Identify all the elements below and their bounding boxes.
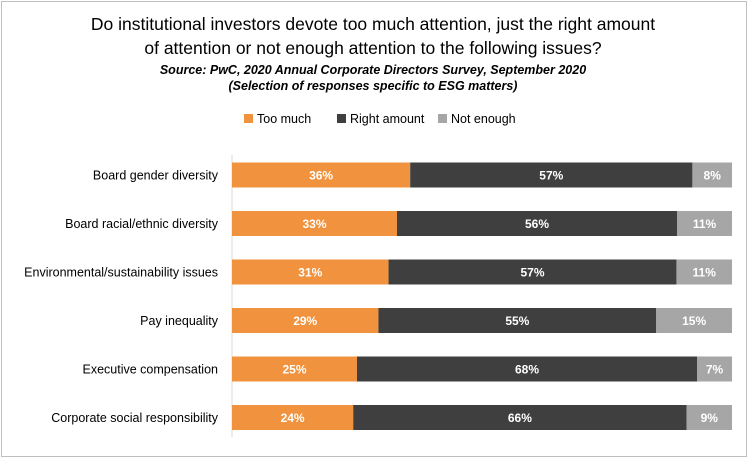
data-label-0-2: 8% xyxy=(704,169,722,183)
data-label-3-0: 29% xyxy=(293,314,317,328)
bar-5-0 xyxy=(232,405,354,430)
data-label-4-1: 68% xyxy=(515,363,539,377)
bar-3-1 xyxy=(378,308,657,333)
bar-5-1 xyxy=(353,405,687,430)
bar-3-2 xyxy=(656,308,732,333)
bar-4-1 xyxy=(357,356,697,382)
legend-swatch-0 xyxy=(244,114,253,123)
category-label-0: Board gender diversity xyxy=(93,169,219,183)
bar-2-1 xyxy=(388,259,677,285)
data-label-1-2: 11% xyxy=(693,217,717,231)
legend-label-2: Not enough xyxy=(451,112,516,126)
chart-subtitle-line-1: Source: PwC, 2020 Annual Corporate Direc… xyxy=(159,63,587,77)
data-label-2-1: 57% xyxy=(520,266,544,280)
bar-0-2 xyxy=(692,162,732,188)
legend-swatch-2 xyxy=(438,114,447,123)
data-label-4-0: 25% xyxy=(282,363,306,377)
category-label-1: Board racial/ethnic diversity xyxy=(65,217,219,231)
data-label-3-2: 15% xyxy=(682,314,706,328)
bar-1-1 xyxy=(397,211,677,236)
data-label-5-2: 9% xyxy=(701,411,719,425)
bar-4-0 xyxy=(232,356,357,382)
data-label-2-2: 11% xyxy=(693,266,717,280)
data-label-5-1: 66% xyxy=(508,411,532,425)
chart-title: Do institutional investors devote too mu… xyxy=(0,12,746,60)
category-label-4: Executive compensation xyxy=(83,363,219,377)
data-label-3-1: 55% xyxy=(505,314,529,328)
legend-label-0: Too much xyxy=(257,112,311,126)
chart-title-line-1: Do institutional investors devote too mu… xyxy=(90,14,656,34)
chart-title-line-2: of attention or not enough attention to … xyxy=(144,38,602,58)
bar-2-2 xyxy=(676,259,732,285)
bar-2-0 xyxy=(232,259,389,285)
bar-1-0 xyxy=(232,211,397,236)
category-label-5: Corporate social responsibility xyxy=(51,411,218,425)
bar-3-0 xyxy=(232,308,379,333)
bar-1-2 xyxy=(677,211,732,236)
chart-subtitle-line-2: (Selection of responses specific to ESG … xyxy=(228,79,518,93)
legend-swatch-1 xyxy=(337,114,346,123)
category-label-2: Environmental/sustainability issues xyxy=(24,266,218,280)
data-label-5-0: 24% xyxy=(281,411,305,425)
bar-0-0 xyxy=(232,162,411,188)
data-label-1-1: 56% xyxy=(525,217,549,231)
legend-label-1: Right amount xyxy=(350,112,425,126)
data-label-0-1: 57% xyxy=(539,169,563,183)
bar-4-2 xyxy=(697,356,732,382)
data-label-1-0: 33% xyxy=(302,217,326,231)
bar-0-1 xyxy=(410,162,693,188)
category-label-3: Pay inequality xyxy=(140,314,219,328)
data-label-2-0: 31% xyxy=(298,266,322,280)
data-label-4-2: 7% xyxy=(706,363,724,377)
bar-5-2 xyxy=(686,405,732,430)
data-label-0-0: 36% xyxy=(309,169,333,183)
